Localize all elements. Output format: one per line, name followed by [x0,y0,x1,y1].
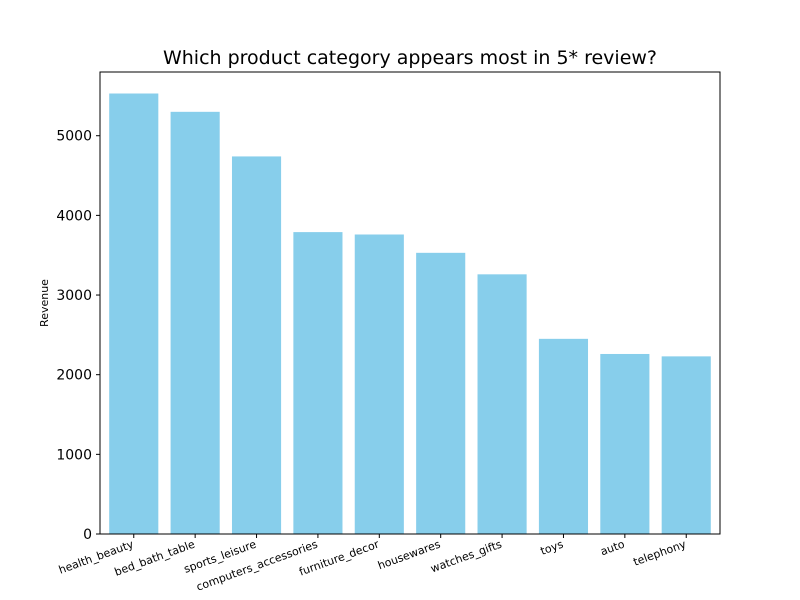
y-tick-label: 5000 [56,129,92,145]
x-axis-ticks: health_beautybed_bath_tablesports_leisur… [57,534,688,594]
bar-furniture_decor [354,234,404,534]
y-tick-label: 3000 [56,288,92,304]
bar-bed_bath_table [170,111,220,534]
bar-auto [600,353,650,534]
bar-telephony [661,356,711,534]
y-tick-label: 4000 [56,208,92,224]
plot-area-frame [99,71,721,535]
bars-group [109,93,711,535]
chart-title: Which product category appears most in 5… [163,47,657,69]
bar-housewares [416,252,466,534]
bar-watches_gifts [477,274,527,534]
y-axis-label: Revenue [38,279,51,327]
y-axis-ticks: 0 1000 2000 3000 4000 5000 [56,129,100,543]
x-tick-label: watches_gifts [429,538,504,576]
bar-toys [538,338,589,534]
bar-sports_leisure [231,156,282,534]
x-tick-label: toys [539,538,566,558]
y-tick-label: 1000 [56,447,92,463]
x-tick-label: auto [599,538,627,559]
x-tick-label: telephony [632,537,689,568]
bar-health_beauty [109,93,159,534]
y-tick-label: 0 [83,527,92,543]
bar-computers_accessories [293,232,343,535]
y-tick-label: 2000 [56,368,92,384]
